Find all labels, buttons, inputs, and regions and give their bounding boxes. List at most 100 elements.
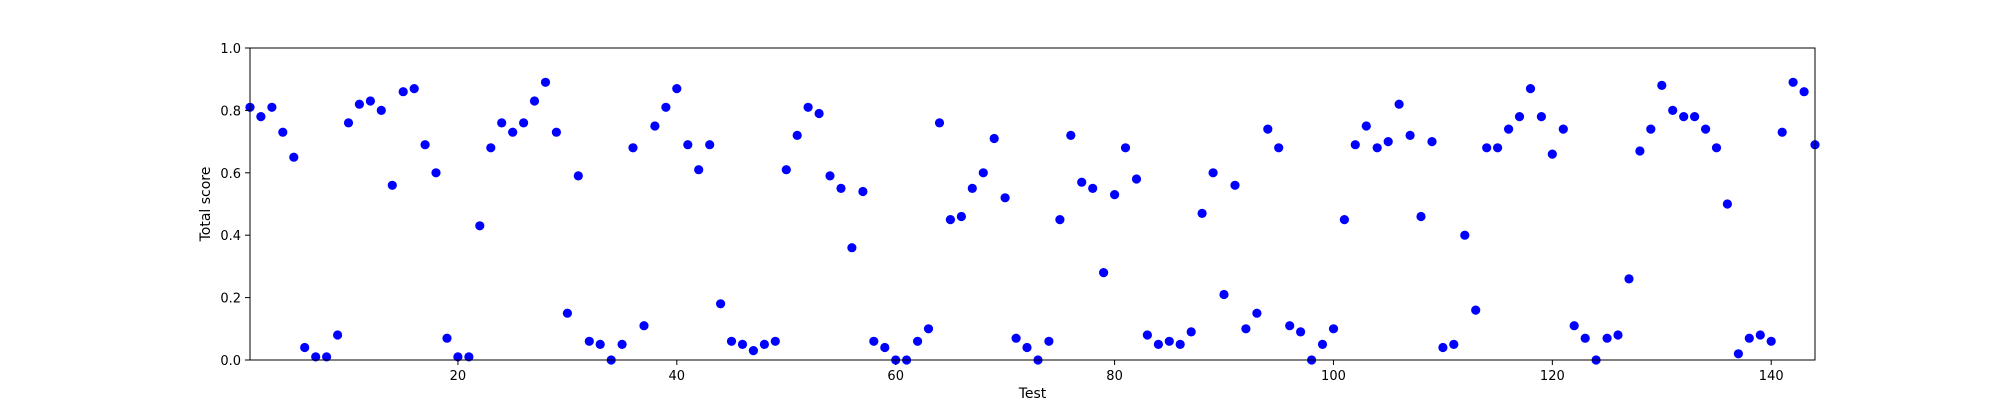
x-tick-label: 80 xyxy=(1106,369,1123,384)
data-point xyxy=(617,339,627,349)
data-point xyxy=(300,342,310,353)
data-point xyxy=(322,352,332,362)
data-point xyxy=(1580,333,1590,343)
data-point xyxy=(1679,112,1689,122)
data-point xyxy=(1613,330,1623,340)
data-point xyxy=(1252,308,1262,318)
data-point xyxy=(562,308,573,318)
data-point xyxy=(431,168,441,178)
data-point xyxy=(825,171,835,181)
data-point xyxy=(333,330,343,340)
data-point xyxy=(1164,336,1174,346)
data-point xyxy=(1766,336,1776,346)
data-point xyxy=(1197,208,1207,218)
data-point xyxy=(781,165,791,175)
data-points xyxy=(245,77,1820,365)
data-point xyxy=(934,118,945,128)
data-point xyxy=(595,339,605,349)
data-point xyxy=(628,143,638,153)
data-point xyxy=(1153,339,1163,349)
x-tick-label: 100 xyxy=(1321,369,1346,384)
data-point xyxy=(1493,143,1503,153)
y-tick-label: 0.8 xyxy=(220,104,241,119)
data-point xyxy=(1296,327,1306,337)
data-point xyxy=(486,143,496,153)
data-point xyxy=(759,339,770,349)
data-point xyxy=(748,346,759,356)
data-point xyxy=(1471,305,1481,315)
data-point xyxy=(540,77,551,87)
data-point xyxy=(354,99,364,109)
data-point xyxy=(1744,333,1754,343)
data-point xyxy=(420,140,430,150)
data-point xyxy=(1668,105,1678,115)
data-point xyxy=(1350,140,1360,150)
data-point xyxy=(1690,112,1700,122)
data-point xyxy=(1285,321,1295,331)
data-point xyxy=(1449,339,1459,349)
data-point xyxy=(1208,168,1218,178)
data-point xyxy=(923,324,934,334)
y-tick-label: 0.0 xyxy=(220,354,241,369)
data-point xyxy=(803,102,813,112)
x-tick-label: 20 xyxy=(450,369,467,384)
data-point xyxy=(639,321,649,331)
data-point xyxy=(1274,143,1284,153)
data-point xyxy=(529,96,540,106)
data-point xyxy=(1514,112,1525,122)
data-point xyxy=(1777,127,1787,137)
data-point xyxy=(1077,177,1087,187)
data-point xyxy=(1088,183,1098,193)
data-point xyxy=(497,118,507,128)
data-point xyxy=(1099,268,1109,278)
data-point xyxy=(1558,124,1568,134)
y-tick-label: 0.6 xyxy=(220,167,241,182)
data-point xyxy=(1427,137,1437,147)
data-point xyxy=(945,215,956,225)
data-point xyxy=(661,102,671,112)
data-point xyxy=(956,211,967,222)
data-point xyxy=(1263,124,1273,134)
y-axis-label: Total score xyxy=(198,167,214,243)
data-point xyxy=(1000,193,1010,203)
x-tick-label: 120 xyxy=(1540,369,1565,384)
data-point xyxy=(584,336,594,346)
data-point xyxy=(398,87,408,97)
data-point xyxy=(1416,211,1426,222)
data-point xyxy=(365,96,375,106)
data-point xyxy=(1011,333,1021,343)
data-point xyxy=(869,336,879,346)
data-point xyxy=(1110,190,1120,200)
data-point xyxy=(573,171,583,181)
data-point xyxy=(836,183,846,193)
x-axis-label: Test xyxy=(1018,386,1047,400)
data-point xyxy=(1405,130,1415,140)
data-point xyxy=(278,127,288,137)
data-point xyxy=(475,221,485,231)
data-point xyxy=(453,352,463,362)
data-point xyxy=(1733,349,1743,359)
data-point xyxy=(519,118,529,128)
data-point xyxy=(1504,124,1514,134)
data-point xyxy=(1711,143,1722,153)
data-point xyxy=(1624,274,1634,284)
data-point xyxy=(989,133,999,144)
y-axis-ticks: 0.0 0.2 0.4 0.6 0.8 1.0 xyxy=(220,42,250,369)
data-point xyxy=(1186,327,1196,337)
data-point xyxy=(1361,121,1371,131)
data-point xyxy=(1788,77,1798,87)
data-point xyxy=(792,130,802,140)
data-point xyxy=(847,243,857,253)
data-point xyxy=(650,121,660,131)
data-point xyxy=(1055,215,1065,225)
x-tick-label: 140 xyxy=(1759,369,1784,384)
data-point xyxy=(1536,112,1546,122)
data-point xyxy=(387,180,397,190)
data-point xyxy=(1317,339,1328,349)
data-point xyxy=(770,336,780,346)
data-point xyxy=(1569,321,1579,331)
data-point xyxy=(442,333,452,343)
data-point xyxy=(1701,124,1711,134)
